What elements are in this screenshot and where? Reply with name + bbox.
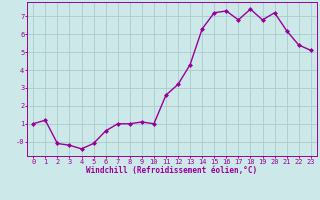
X-axis label: Windchill (Refroidissement éolien,°C): Windchill (Refroidissement éolien,°C) xyxy=(86,166,258,175)
